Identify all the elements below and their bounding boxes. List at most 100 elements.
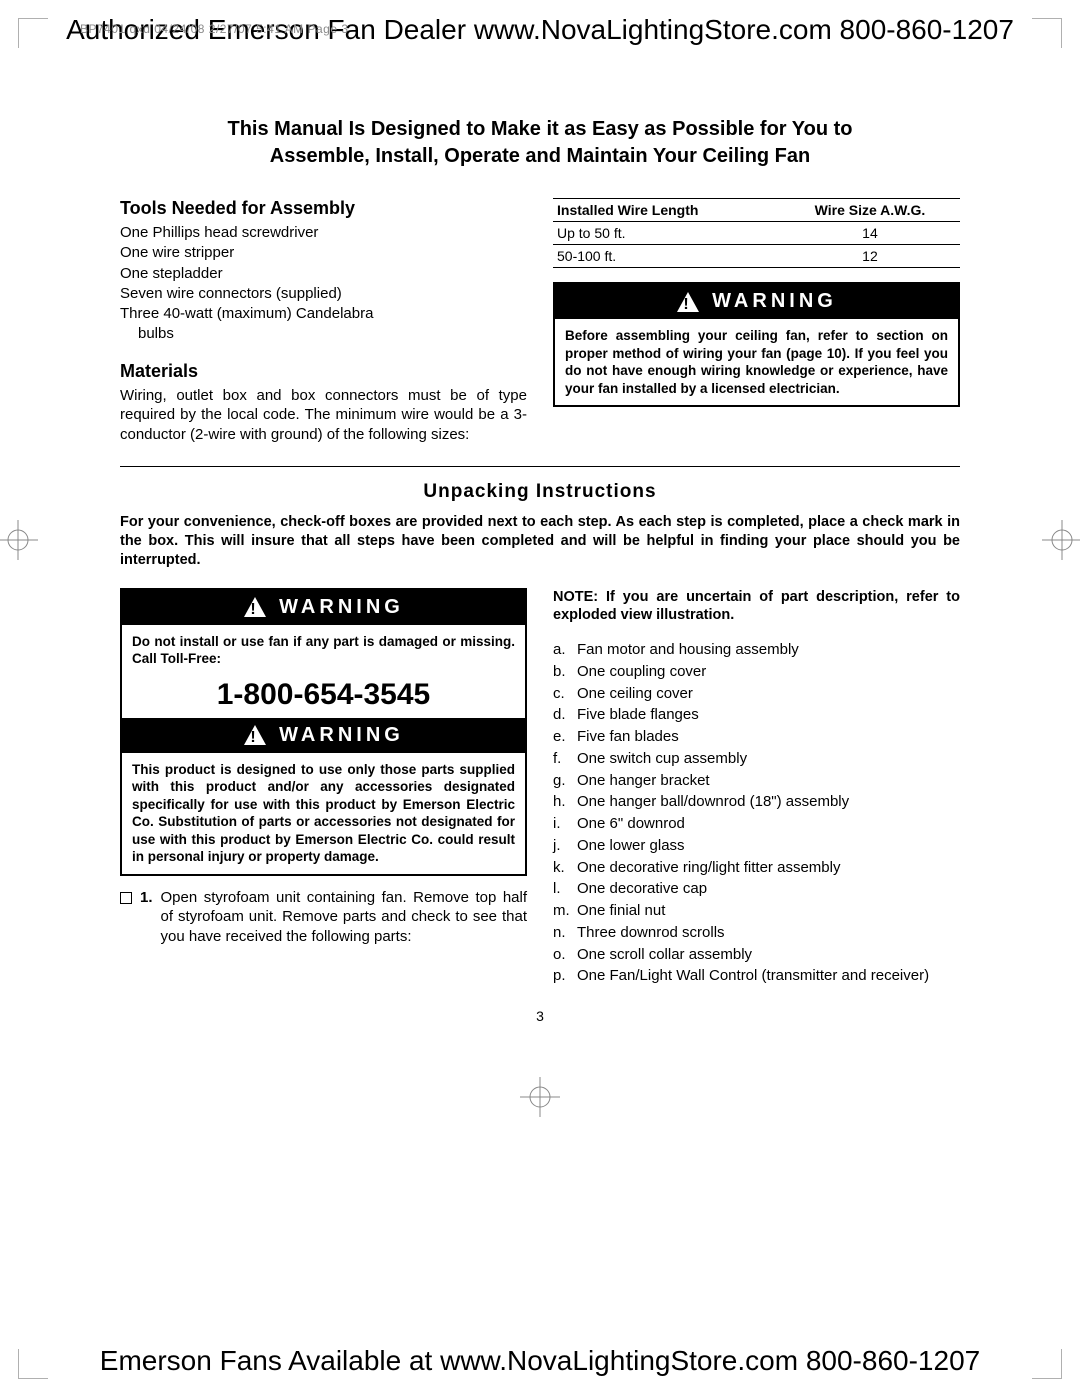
crop-mark bbox=[18, 18, 48, 48]
part-label: e. bbox=[553, 726, 577, 748]
tool-item: bulbs bbox=[120, 324, 527, 344]
part-label: l. bbox=[553, 878, 577, 900]
part-item: a.Fan motor and housing assembly bbox=[553, 639, 960, 661]
page-number: 3 bbox=[0, 1008, 1080, 1024]
intro-heading: This Manual Is Designed to Make it as Ea… bbox=[120, 116, 960, 170]
warning-text: Do not install or use fan if any part is… bbox=[122, 625, 525, 676]
right-column: Installed Wire Length Wire Size A.W.G. U… bbox=[553, 198, 960, 444]
parts-list: a.Fan motor and housing assemblyb.One co… bbox=[553, 639, 960, 987]
part-text: One finial nut bbox=[577, 900, 960, 922]
part-text: Five blade flanges bbox=[577, 704, 960, 726]
table-cell: Up to 50 ft. bbox=[553, 222, 780, 245]
part-label: k. bbox=[553, 857, 577, 879]
part-text: One hanger ball/downrod (18") assembly bbox=[577, 791, 960, 813]
part-text: One Fan/Light Wall Control (transmitter … bbox=[577, 965, 960, 987]
step-text: Open styrofoam unit containing fan. Remo… bbox=[161, 888, 527, 947]
table-header: Wire Size A.W.G. bbox=[780, 199, 960, 222]
footer-text: Emerson Fans Available at www.NovaLighti… bbox=[0, 1345, 1080, 1377]
note-text: NOTE: If you are uncertain of part descr… bbox=[553, 588, 960, 626]
part-item: e.Five fan blades bbox=[553, 726, 960, 748]
table-row: Up to 50 ft. 14 bbox=[553, 222, 960, 245]
registration-mark-icon bbox=[1042, 520, 1080, 560]
part-label: h. bbox=[553, 791, 577, 813]
left-column: Tools Needed for Assembly One Phillips h… bbox=[120, 198, 527, 444]
intro-line: This Manual Is Designed to Make it as Ea… bbox=[228, 118, 853, 140]
tool-item: One stepladder bbox=[120, 264, 527, 284]
materials-text: Wiring, outlet box and box connectors mu… bbox=[120, 386, 527, 445]
tool-item: One Phillips head screwdriver bbox=[120, 223, 527, 243]
part-item: h.One hanger ball/downrod (18") assembly bbox=[553, 791, 960, 813]
part-item: g.One hanger bracket bbox=[553, 770, 960, 792]
part-label: p. bbox=[553, 965, 577, 987]
part-item: k.One decorative ring/light fitter assem… bbox=[553, 857, 960, 879]
content-area: This Manual Is Designed to Make it as Ea… bbox=[120, 116, 960, 987]
svg-text:!: ! bbox=[250, 601, 259, 618]
warning-text: Before assembling your ceiling fan, refe… bbox=[555, 319, 958, 405]
table-header: Installed Wire Length bbox=[553, 199, 780, 222]
step-checkbox[interactable] bbox=[120, 892, 132, 904]
section-divider bbox=[120, 466, 960, 467]
part-item: c.One ceiling cover bbox=[553, 683, 960, 705]
part-text: One 6" downrod bbox=[577, 813, 960, 835]
part-text: One switch cup assembly bbox=[577, 748, 960, 770]
step-number: 1. bbox=[140, 888, 153, 947]
part-text: One scroll collar assembly bbox=[577, 944, 960, 966]
top-columns: Tools Needed for Assembly One Phillips h… bbox=[120, 198, 960, 444]
toll-free-phone: 1-800-654-3545 bbox=[122, 676, 525, 718]
part-text: Five fan blades bbox=[577, 726, 960, 748]
warning-label: WARNING bbox=[279, 724, 404, 747]
wire-size-table: Installed Wire Length Wire Size A.W.G. U… bbox=[553, 198, 960, 268]
step-item: 1. Open styrofoam unit containing fan. R… bbox=[120, 888, 527, 947]
part-text: Fan motor and housing assembly bbox=[577, 639, 960, 661]
warning-bar: ! WARNING bbox=[122, 590, 525, 625]
part-label: a. bbox=[553, 639, 577, 661]
tools-list: One Phillips head screwdriver One wire s… bbox=[120, 223, 527, 345]
warning-box: ! WARNING Do not install or use fan if a… bbox=[120, 588, 527, 876]
warning-label: WARNING bbox=[279, 596, 404, 619]
part-label: g. bbox=[553, 770, 577, 792]
unpacking-heading: Unpacking Instructions bbox=[120, 481, 960, 503]
crop-mark bbox=[1032, 18, 1062, 48]
unpacking-intro: For your convenience, check-off boxes ar… bbox=[120, 513, 960, 570]
part-label: i. bbox=[553, 813, 577, 835]
part-text: One lower glass bbox=[577, 835, 960, 857]
part-item: p.One Fan/Light Wall Control (transmitte… bbox=[553, 965, 960, 987]
part-text: One hanger bracket bbox=[577, 770, 960, 792]
part-item: i.One 6" downrod bbox=[553, 813, 960, 835]
part-label: b. bbox=[553, 661, 577, 683]
part-label: c. bbox=[553, 683, 577, 705]
warning-bar: ! WARNING bbox=[122, 718, 525, 753]
part-item: n.Three downrod scrolls bbox=[553, 922, 960, 944]
svg-text:!: ! bbox=[250, 729, 259, 746]
manual-page: BP7401.qxd 04/24/08 2/27/07 5:41 AM Page… bbox=[0, 0, 1080, 1397]
warning-bar: ! WARNING bbox=[555, 284, 958, 319]
tool-item: Seven wire connectors (supplied) bbox=[120, 284, 527, 304]
warning-triangle-icon: ! bbox=[243, 724, 267, 746]
part-label: n. bbox=[553, 922, 577, 944]
part-text: One decorative cap bbox=[577, 878, 960, 900]
left-column: ! WARNING Do not install or use fan if a… bbox=[120, 588, 527, 988]
print-metadata: BP7401.qxd 04/24/08 2/27/07 5:41 AM Page… bbox=[80, 22, 349, 36]
part-item: j.One lower glass bbox=[553, 835, 960, 857]
tool-item: One wire stripper bbox=[120, 243, 527, 263]
tools-heading: Tools Needed for Assembly bbox=[120, 198, 527, 219]
table-cell: 50-100 ft. bbox=[553, 245, 780, 268]
part-text: One decorative ring/light fitter assembl… bbox=[577, 857, 960, 879]
part-label: d. bbox=[553, 704, 577, 726]
part-label: o. bbox=[553, 944, 577, 966]
part-item: b.One coupling cover bbox=[553, 661, 960, 683]
warning-triangle-icon: ! bbox=[243, 596, 267, 618]
part-text: One ceiling cover bbox=[577, 683, 960, 705]
part-label: j. bbox=[553, 835, 577, 857]
registration-mark-icon bbox=[0, 520, 38, 560]
table-row: Installed Wire Length Wire Size A.W.G. bbox=[553, 199, 960, 222]
right-column: NOTE: If you are uncertain of part descr… bbox=[553, 588, 960, 988]
part-item: l.One decorative cap bbox=[553, 878, 960, 900]
bottom-columns: ! WARNING Do not install or use fan if a… bbox=[120, 588, 960, 988]
materials-heading: Materials bbox=[120, 361, 527, 382]
part-item: o.One scroll collar assembly bbox=[553, 944, 960, 966]
part-item: f.One switch cup assembly bbox=[553, 748, 960, 770]
warning-label: WARNING bbox=[712, 290, 837, 313]
warning-triangle-icon: ! bbox=[676, 291, 700, 313]
table-cell: 14 bbox=[780, 222, 960, 245]
